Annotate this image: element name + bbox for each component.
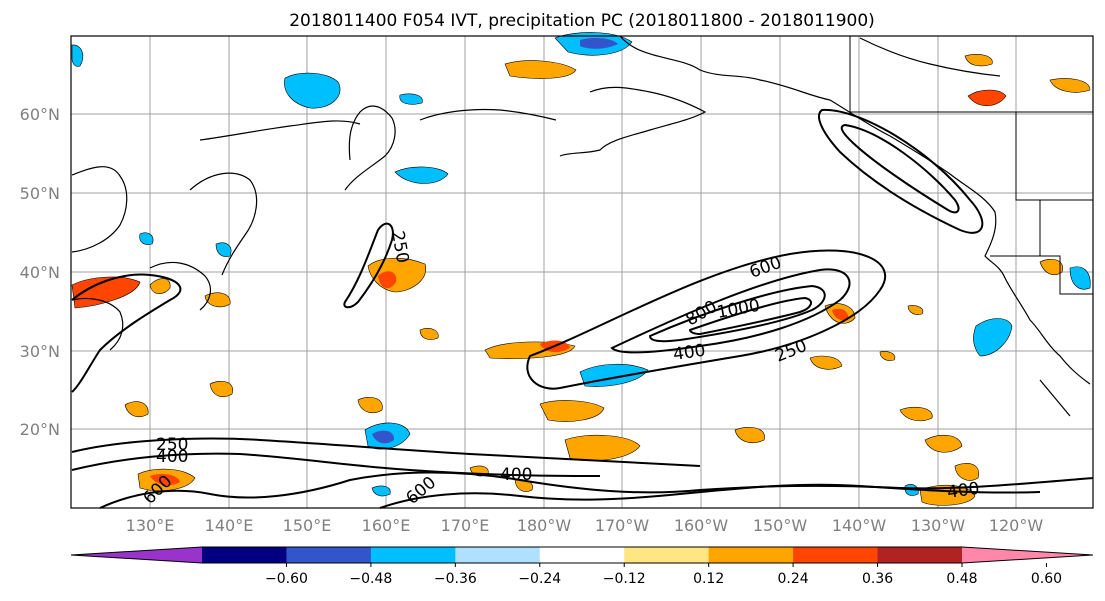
lon-label: 130°E (126, 516, 175, 535)
colorbar-tick-label: 0.36 (862, 571, 893, 587)
contour-label: 400 (672, 341, 707, 365)
precip-patch (378, 271, 397, 289)
lon-label: 150°E (283, 516, 332, 535)
lat-label: 40°N (20, 263, 60, 282)
colorbar-tick-label: −0.24 (518, 571, 561, 587)
colorbar-bin (286, 547, 372, 563)
latitude-labels: 60°N 50°N 40°N 30°N 20°N (20, 105, 60, 439)
coastlines (71, 35, 1091, 417)
colorbar-bin (455, 547, 541, 563)
precip-patch (71, 44, 84, 67)
precip-patch (71, 276, 141, 309)
lon-label: 170°E (441, 516, 490, 535)
colorbar-bin (539, 547, 625, 563)
precip-patch (419, 328, 439, 340)
lon-label: 140°W (832, 516, 887, 535)
colorbar-tick-label: −0.48 (349, 571, 392, 587)
ivt-contours (71, 108, 1094, 509)
precip-patch (899, 406, 933, 422)
precip-patch (954, 463, 979, 481)
colorbar-bin (793, 547, 879, 563)
precip-patch (394, 166, 449, 184)
precip-patch (124, 401, 149, 417)
lat-label: 20°N (20, 420, 60, 439)
precip-patch (139, 232, 154, 245)
precip-patch (357, 397, 383, 413)
colorbar-tick-label: −0.60 (265, 571, 308, 587)
colorbar-bin (624, 547, 710, 563)
colorbar-bin (202, 547, 287, 563)
precip-patch (973, 318, 1013, 357)
lon-label: 160°E (362, 516, 411, 535)
lon-label: 120°W (989, 516, 1044, 535)
precip-patch (907, 305, 924, 315)
figure-title: 2018011400 F054 IVT, precipitation PC (2… (289, 11, 875, 31)
colorbar-tick-label: 0.12 (693, 571, 724, 587)
colorbar-tick-label: −0.36 (434, 571, 477, 587)
precip-patch (150, 474, 180, 486)
graticule (71, 36, 1093, 508)
contour-label: 400 (156, 447, 188, 467)
lon-label: 140°E (205, 516, 254, 535)
lon-label: 170°W (595, 516, 650, 535)
precip-patch (1069, 266, 1091, 290)
precip-patch (580, 37, 618, 49)
lon-label: 150°W (753, 516, 808, 535)
precip-patch (209, 381, 233, 397)
colorbar-extend-max (962, 547, 1093, 563)
precip-patch (372, 430, 395, 444)
precip-patch (504, 60, 577, 79)
colorbar-extend-min (71, 547, 202, 563)
map-frame (70, 35, 1094, 509)
precip-patch (967, 89, 1007, 107)
precip-patch (809, 355, 843, 370)
map-panel: 250 600 800 1000 400 250 250 400 600 400… (70, 32, 1094, 509)
contour-label: 250 (156, 435, 188, 455)
colorbar-bin (370, 547, 456, 563)
precip-patch (284, 72, 341, 109)
precip-pc-shading (71, 32, 1091, 506)
country-borders (849, 36, 1093, 295)
colorbar-outline (70, 546, 1094, 564)
precip-patch (204, 292, 231, 308)
colorbar: −0.60 −0.48 −0.36 −0.24 −0.12 0.12 0.24 0.36 0.4… (70, 546, 1094, 587)
colorbar-tick-label: 0.24 (778, 571, 809, 587)
colorbar-tick-label: −0.12 (603, 571, 646, 587)
precip-patch (964, 54, 993, 67)
colorbar-bin (708, 547, 794, 563)
precip-patch (149, 278, 171, 294)
precip-patch (399, 93, 423, 105)
lat-label: 50°N (20, 184, 60, 203)
contour-label: 400 (946, 479, 981, 503)
precip-patch (215, 242, 232, 257)
lon-label: 180°W (517, 516, 572, 535)
precip-patch (924, 434, 963, 453)
contour-label: 400 (500, 465, 532, 485)
lat-label: 30°N (20, 342, 60, 361)
colorbar-tick-label: 0.48 (946, 571, 977, 587)
precip-patch (539, 400, 605, 422)
colorbar-tick-label: 0.60 (1031, 571, 1062, 587)
precip-patch (371, 485, 391, 497)
precip-patch (879, 351, 896, 361)
precip-patch (832, 308, 849, 321)
precip-patch (1039, 259, 1063, 275)
precip-patch (1049, 78, 1091, 93)
lat-label: 60°N (20, 105, 60, 124)
colorbar-bin (877, 547, 963, 563)
precip-patch (734, 427, 765, 443)
lon-label: 130°W (911, 516, 966, 535)
lon-label: 160°W (674, 516, 729, 535)
longitude-labels: 130°E 140°E 150°E 160°E 170°E 180°W 170°… (126, 516, 1044, 535)
